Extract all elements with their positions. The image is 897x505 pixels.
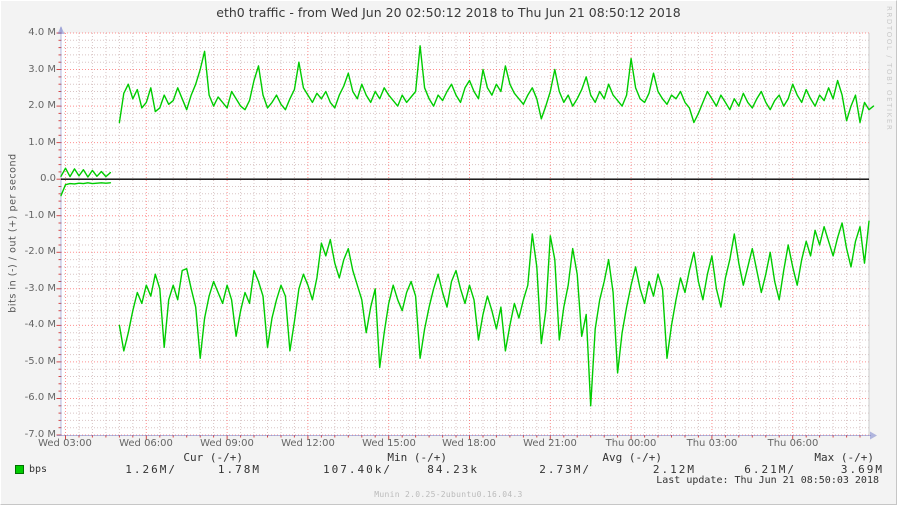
y-tick-label: 1.0 M bbox=[28, 137, 56, 148]
last-update: Last update: Thu Jun 21 08:50:03 2018 bbox=[656, 475, 879, 486]
x-tick-label: Thu 00:00 bbox=[605, 438, 657, 449]
x-tick-label: Wed 18:00 bbox=[442, 438, 496, 449]
legend-header-cur: Cur (-/+) bbox=[183, 451, 243, 464]
x-tick-label: Wed 15:00 bbox=[362, 438, 416, 449]
series-line-in bbox=[60, 182, 112, 197]
legend-avg-pos: 2.12M bbox=[652, 463, 696, 476]
x-tick-label: Wed 03:00 bbox=[38, 438, 92, 449]
series-line-out bbox=[60, 167, 112, 178]
y-tick-label: -1.0 M bbox=[24, 210, 56, 221]
y-tick-label: -6.0 M bbox=[24, 392, 56, 403]
graph-title: eth0 traffic - from Wed Jun 20 02:50:12 … bbox=[216, 5, 681, 20]
y-tick-label: -4.0 M bbox=[24, 319, 56, 330]
legend-max-neg: 6.21M/ bbox=[744, 463, 796, 476]
legend-header-avg: Avg (-/+) bbox=[602, 451, 662, 464]
plot-background bbox=[61, 33, 869, 435]
y-tick-label: 2.0 M bbox=[28, 100, 56, 111]
x-tick-label: Wed 21:00 bbox=[523, 438, 577, 449]
legend-swatch-bps bbox=[15, 465, 24, 474]
y-tick-label: -7.0 M bbox=[24, 429, 56, 440]
x-tick-label: Wed 09:00 bbox=[200, 438, 254, 449]
rrdtool-watermark: RRDTOOL / TOBI OETIKER bbox=[885, 6, 893, 132]
x-tick-label: Thu 06:00 bbox=[767, 438, 819, 449]
y-tick-label: -2.0 M bbox=[24, 246, 56, 257]
munin-version-footer: Munin 2.0.25-2ubuntu0.16.04.3 bbox=[374, 490, 523, 499]
series-line-out bbox=[118, 45, 875, 124]
x-tick-label: Wed 06:00 bbox=[119, 438, 173, 449]
y-tick-label: 0.0 bbox=[40, 173, 56, 184]
legend-min-neg: 107.40k/ bbox=[323, 463, 392, 476]
y-tick-label: 4.0 M bbox=[28, 27, 56, 38]
x-tick-label: Wed 12:00 bbox=[281, 438, 335, 449]
x-tick-label: Thu 03:00 bbox=[686, 438, 738, 449]
legend-max-pos: 3.69M bbox=[840, 463, 884, 476]
legend-cur-neg: 1.26M/ bbox=[125, 463, 177, 476]
legend-series-label: bps bbox=[29, 464, 48, 475]
y-tick-label: -5.0 M bbox=[24, 356, 56, 367]
x-axis-arrow bbox=[870, 431, 877, 440]
legend-header-max: Max (-/+) bbox=[814, 451, 874, 464]
legend-cur-pos: 1.78M bbox=[217, 463, 261, 476]
legend-min-pos: 84.23k bbox=[427, 463, 479, 476]
series-line-in bbox=[118, 220, 870, 407]
legend-avg-neg: 2.73M/ bbox=[539, 463, 591, 476]
legend-header-min: Min (-/+) bbox=[387, 451, 447, 464]
y-tick-label: -3.0 M bbox=[24, 283, 56, 294]
y-axis-arrow bbox=[57, 26, 65, 34]
y-tick-label: 3.0 M bbox=[28, 64, 56, 75]
